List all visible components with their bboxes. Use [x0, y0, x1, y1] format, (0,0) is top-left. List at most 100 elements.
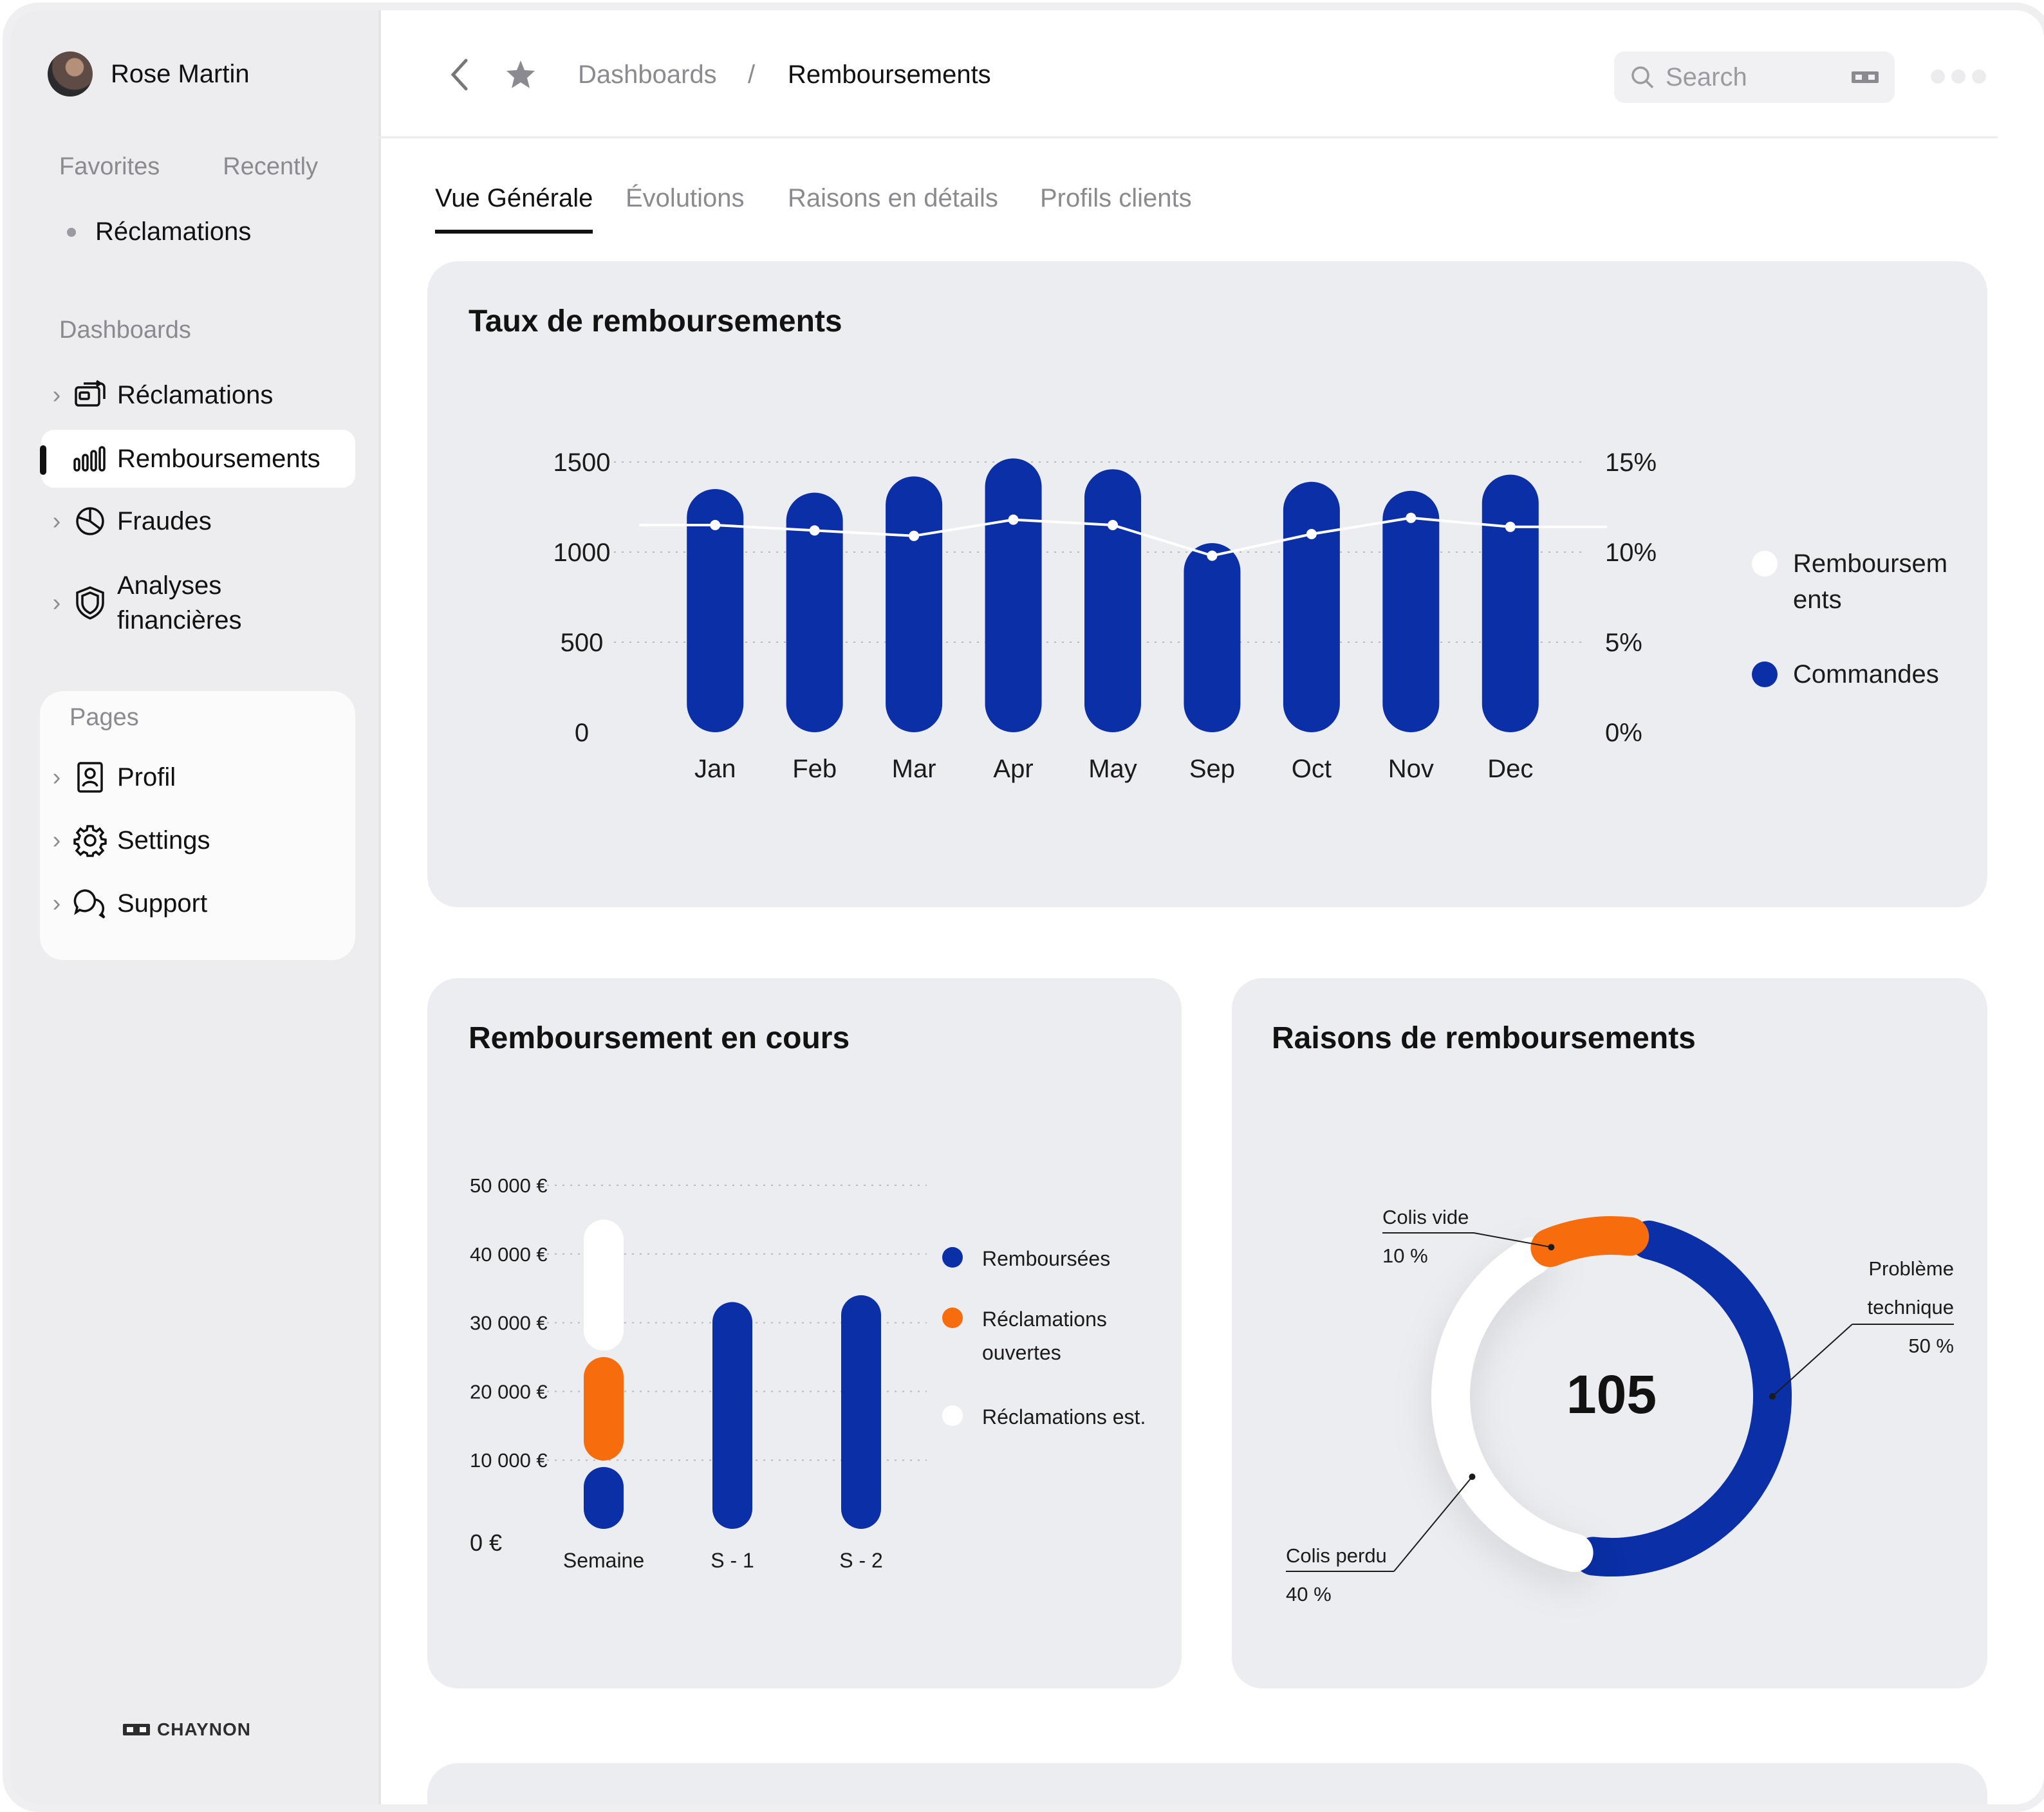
legend-item-commandes: Commandes: [1752, 656, 1939, 692]
sidebar-item-reclamations[interactable]: › Réclamations: [41, 371, 355, 420]
more-options-icon[interactable]: [1931, 69, 1986, 84]
search-icon: [1631, 66, 1654, 89]
tab-vue-generale[interactable]: Vue Générale: [435, 184, 593, 234]
favorite-item-reclamations[interactable]: Réclamations: [67, 217, 251, 246]
donut-label-name: Colis perdu: [1286, 1544, 1387, 1567]
bar: [985, 458, 1042, 732]
y-tick-label-left: 0: [575, 719, 589, 747]
donut-label-name: Colis vide: [1382, 1206, 1469, 1228]
y-tick-label-right: 15%: [1605, 448, 1657, 477]
bar-segment: [584, 1219, 624, 1351]
line-point: [809, 525, 820, 536]
x-tick-label: Feb: [792, 755, 837, 783]
sidebar-item-label: Analyses financières: [117, 571, 242, 634]
active-indicator: [40, 445, 46, 475]
y-tick-label-left: 1500: [553, 448, 611, 477]
user-profile[interactable]: Rose Martin: [48, 51, 250, 97]
y-tick-label-left: 500: [561, 629, 604, 657]
next-card: [427, 1763, 1987, 1804]
line-point: [1406, 512, 1417, 523]
favorites-tab[interactable]: Favorites: [59, 153, 160, 180]
app-window: Rose Martin Favorites Recently Réclamati…: [3, 3, 2044, 1812]
callout-dot: [1469, 1474, 1476, 1480]
star-icon[interactable]: [505, 59, 537, 93]
bar: [1482, 474, 1539, 732]
callout-line: [1772, 1324, 1853, 1397]
sidebar-item-label: Fraudes: [117, 506, 212, 535]
breadcrumb-current: Remboursements: [788, 60, 991, 89]
legend-item-reclamations-est: Réclamations est.: [942, 1400, 1146, 1434]
tab-profils-clients[interactable]: Profils clients: [1040, 184, 1192, 212]
bar: [1084, 469, 1141, 732]
donut-label-pct: 10 %: [1382, 1244, 1428, 1267]
shield-icon: [72, 585, 108, 621]
legend-label: Commandes: [1793, 660, 1939, 689]
legend-item-remboursements: Remboursem ents: [1752, 546, 1947, 618]
line-point: [1008, 514, 1019, 525]
legend-label: Réclamations ouvertes: [982, 1308, 1107, 1364]
chevron-right-icon[interactable]: ›: [52, 589, 61, 616]
avatar[interactable]: [48, 51, 93, 97]
tab-evolutions[interactable]: Évolutions: [626, 184, 745, 212]
bar: [886, 476, 943, 732]
legend-label: Remboursées: [982, 1247, 1111, 1270]
pages-card: Pages › Profil › Settings ›: [40, 691, 355, 960]
sidebar-item-remboursements[interactable]: Remboursements: [41, 430, 355, 488]
sidebar-item-settings[interactable]: › Settings: [41, 816, 355, 865]
x-tick-label: Jan: [694, 755, 736, 783]
sidebar-item-label: Support: [117, 889, 208, 918]
donut-slice: [1530, 1216, 1649, 1268]
legend-label: Réclamations est.: [982, 1405, 1146, 1428]
bar: [1283, 481, 1340, 732]
y-tick-label-right: 5%: [1605, 629, 1642, 657]
chevron-right-icon[interactable]: ›: [52, 889, 61, 917]
y-tick-label: 30 000 €: [470, 1312, 548, 1335]
brand-logo-icon: [123, 1724, 150, 1735]
donut-slice: [1574, 1220, 1792, 1576]
sidebar-item-profil[interactable]: › Profil: [41, 753, 355, 802]
chevron-right-icon[interactable]: ›: [52, 763, 61, 791]
search-input[interactable]: Search: [1614, 51, 1895, 103]
chevron-right-icon[interactable]: ›: [52, 826, 61, 854]
chart-title: Taux de remboursements: [469, 304, 842, 338]
dashboards-section-title: Dashboards: [59, 317, 191, 344]
sidebar: Rose Martin Favorites Recently Réclamati…: [10, 10, 381, 1804]
x-tick-label: Semaine: [563, 1549, 644, 1572]
y-tick-label: 50 000 €: [470, 1174, 548, 1197]
back-arrow-icon[interactable]: [448, 58, 471, 95]
breadcrumb-separator: /: [748, 60, 756, 89]
chart-title: Raisons de remboursements: [1272, 1021, 1696, 1055]
y-tick-label: 0 €: [470, 1530, 502, 1556]
x-tick-label: Nov: [1388, 755, 1434, 783]
breadcrumb-dashboards[interactable]: Dashboards: [578, 60, 717, 89]
legend-swatch-white: [942, 1405, 963, 1426]
bar-segment: [584, 1357, 624, 1461]
chat-icon: [72, 885, 108, 921]
sidebar-item-support[interactable]: › Support: [41, 879, 355, 928]
legend-item-remboursees: Remboursées: [942, 1242, 1110, 1275]
user-name: Rose Martin: [111, 59, 250, 88]
line-point: [909, 530, 920, 541]
bar: [786, 492, 843, 732]
donut-label-pct: 50 %: [1908, 1335, 1954, 1357]
bar: [687, 489, 744, 732]
recently-tab[interactable]: Recently: [223, 153, 319, 180]
chart-card-raisons-remboursements: Raisons de remboursements 105 Problème tec…: [1232, 978, 1987, 1688]
chart-card-remboursement-en-cours: Remboursement en cours 50 000 € 40 000 € 3…: [427, 978, 1182, 1688]
legend-item-reclamations-ouvertes: Réclamations ouvertes: [942, 1302, 1107, 1369]
sidebar-item-fraudes[interactable]: › Fraudes: [41, 497, 355, 546]
sidebar-item-label: Réclamations: [117, 380, 274, 409]
chevron-right-icon[interactable]: ›: [52, 507, 61, 535]
gear-icon: [72, 822, 108, 858]
bar-segment: [712, 1302, 752, 1529]
tab-raisons-en-details[interactable]: Raisons en détails: [788, 184, 998, 212]
bullet-icon: [67, 227, 76, 237]
donut-label-name: technique: [1868, 1296, 1954, 1318]
x-tick-label: Dec: [1487, 755, 1533, 783]
x-tick-label: S - 1: [711, 1549, 754, 1572]
sidebar-item-analyses-financieres[interactable]: › Analyses financières: [41, 561, 355, 645]
chevron-right-icon[interactable]: ›: [52, 381, 61, 409]
y-tick-label: 20 000 €: [470, 1380, 548, 1403]
x-tick-label: S - 2: [839, 1549, 883, 1572]
x-tick-label: Apr: [993, 755, 1033, 783]
